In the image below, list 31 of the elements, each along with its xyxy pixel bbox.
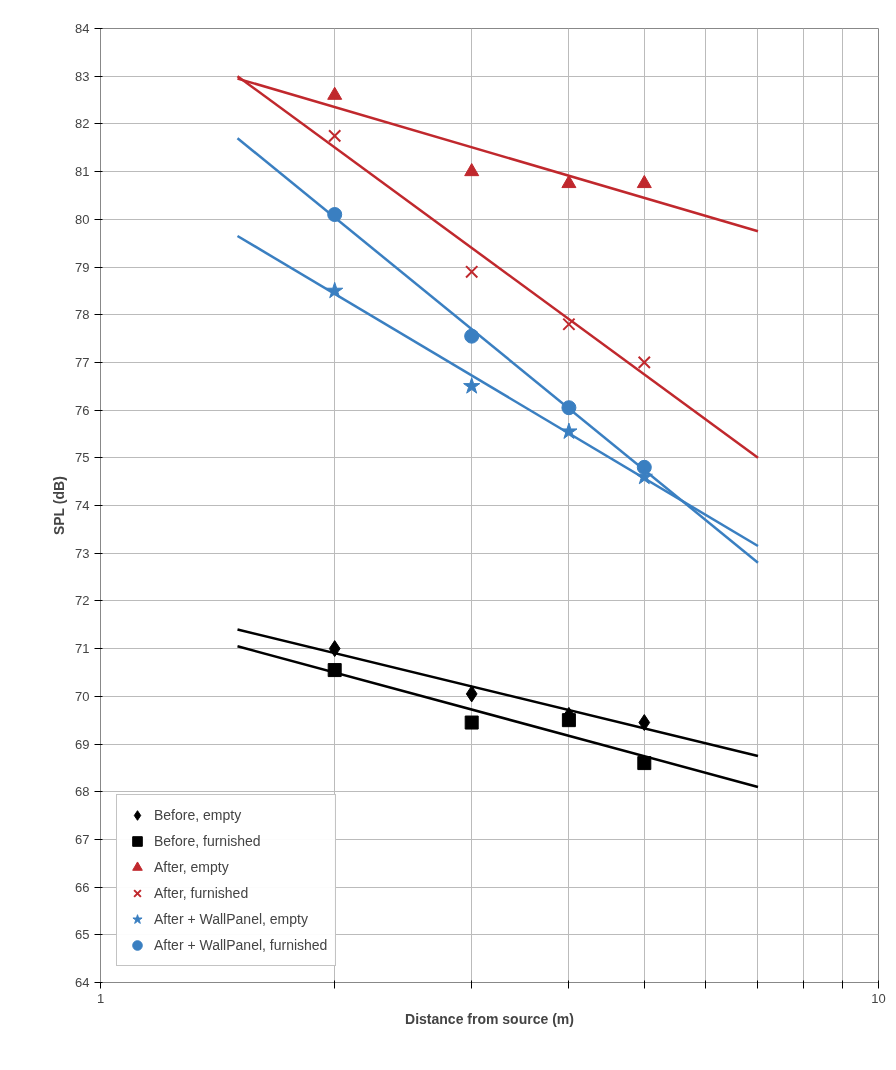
y-tick-label: 82 bbox=[75, 116, 90, 132]
y-tick-label: 68 bbox=[75, 784, 90, 800]
y-tick-label: 81 bbox=[75, 164, 90, 180]
x-tick-label: 10 bbox=[871, 990, 886, 1006]
y-tick-label: 77 bbox=[75, 354, 90, 370]
y-tick-label: 74 bbox=[75, 498, 90, 513]
legend-label: After, furnished bbox=[154, 884, 249, 903]
y-tick-label: 67 bbox=[75, 831, 90, 847]
legend-label: After + WallPanel, empty bbox=[154, 910, 308, 929]
y-tick-label: 78 bbox=[75, 307, 90, 323]
y-tick-label: 72 bbox=[75, 593, 90, 609]
y-tick-label: 69 bbox=[75, 736, 90, 752]
x-axis-title: Distance from source (m) bbox=[405, 1010, 574, 1027]
y-tick-label: 79 bbox=[75, 259, 90, 275]
y-tick-label: 71 bbox=[75, 641, 90, 657]
y-tick-label: 66 bbox=[75, 879, 90, 895]
y-tick-label: 84 bbox=[75, 21, 90, 36]
y-tick-label: 70 bbox=[75, 688, 90, 704]
y-tick-label: 75 bbox=[75, 450, 90, 466]
y-tick-label: 73 bbox=[75, 545, 90, 561]
y-tick-label: 65 bbox=[75, 927, 90, 943]
y-tick-label: 64 bbox=[75, 975, 90, 990]
x-tick-label: 1 bbox=[96, 990, 105, 1006]
legend-label: After + WallPanel, furnished bbox=[154, 936, 328, 955]
y-tick-label: 76 bbox=[75, 402, 90, 418]
legend-label: Before, empty bbox=[154, 806, 242, 825]
legend-label: After, empty bbox=[154, 858, 229, 877]
y-axis-title: SPL (dB) bbox=[51, 476, 68, 536]
legend-label: Before, furnished bbox=[154, 832, 261, 851]
y-tick-label: 83 bbox=[75, 68, 90, 84]
y-tick-label: 80 bbox=[75, 211, 90, 227]
